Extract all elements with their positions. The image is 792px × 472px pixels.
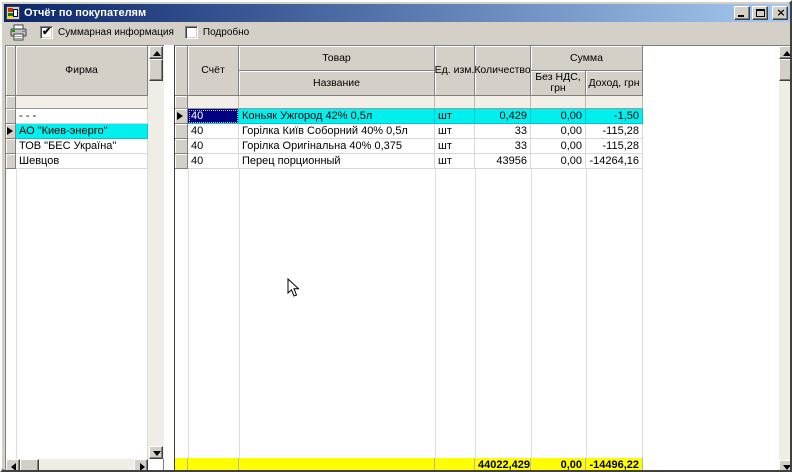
total-no-vat: 0,00 xyxy=(531,458,586,470)
filter-cell[interactable] xyxy=(475,96,531,109)
filter-cell[interactable] xyxy=(531,96,586,109)
total-quantity: 44022,429 xyxy=(475,458,531,470)
scroll-up-button[interactable] xyxy=(149,46,163,59)
grid-line xyxy=(642,169,643,458)
arrow-right-icon xyxy=(140,463,145,470)
products-vscrollbar[interactable] xyxy=(779,46,790,470)
close-icon: × xyxy=(776,6,786,19)
arrow-down-icon xyxy=(783,465,790,470)
vscroll-thumb[interactable] xyxy=(779,59,790,81)
products-filter-indicator xyxy=(175,96,188,109)
firms-grid: Фирма - - - АО "Киев-энерго" ТОВ "БЕС Ук… xyxy=(5,45,164,470)
firms-vscrollbar[interactable] xyxy=(148,46,164,459)
grid-line xyxy=(147,169,148,459)
maximize-icon xyxy=(756,9,765,17)
grid-line xyxy=(531,169,532,458)
arrow-up-icon xyxy=(153,51,161,56)
summary-info-checkbox[interactable]: ✔ xyxy=(40,26,53,39)
quantity-column-header[interactable]: Количество xyxy=(475,46,531,96)
account-column-header[interactable]: Счёт xyxy=(188,46,239,96)
arrow-down-icon xyxy=(153,451,161,456)
minimize-icon xyxy=(738,15,744,17)
detail-checkbox[interactable] xyxy=(184,26,198,39)
account-cell-focused: 40 xyxy=(188,109,239,124)
print-button[interactable] xyxy=(9,24,29,42)
title-bar[interactable]: Отчёт по покупателям × xyxy=(4,4,790,22)
panel-splitter[interactable] xyxy=(163,45,174,470)
grid-line xyxy=(435,169,436,458)
arrow-left-icon xyxy=(11,463,16,470)
scroll-right-button[interactable] xyxy=(134,459,148,470)
app-icon xyxy=(6,6,20,20)
grid-line xyxy=(188,169,189,458)
close-button[interactable]: × xyxy=(772,6,788,20)
current-row-arrow-icon xyxy=(7,127,13,135)
firms-hscrollbar[interactable] xyxy=(6,459,148,470)
firms-filter-cell[interactable] xyxy=(16,96,148,109)
firms-column-header[interactable]: Фирма xyxy=(16,46,148,96)
no-vat-column-header[interactable]: Без НДС, грн xyxy=(531,71,586,96)
scroll-left-button[interactable] xyxy=(6,459,20,470)
products-grid: Счёт Товар Название Ед. изм. Количество … xyxy=(174,45,790,470)
firms-filter-indicator xyxy=(6,96,16,109)
scroll-up-button[interactable] xyxy=(779,46,790,59)
summary-info-label[interactable]: Суммарная информация xyxy=(58,27,174,38)
printer-icon xyxy=(10,24,27,40)
checkmark-icon: ✔ xyxy=(42,26,52,38)
toolbar: ✔ Суммарная информация Подробно xyxy=(4,22,790,43)
unit-column-header[interactable]: Ед. изм. xyxy=(435,46,475,96)
grid-line xyxy=(239,169,240,458)
products-indicator-header xyxy=(175,46,188,96)
product-column-header[interactable]: Товар xyxy=(239,46,435,71)
current-row-arrow-icon xyxy=(177,112,183,120)
product-name-subheader[interactable]: Название xyxy=(239,71,435,96)
filter-cell[interactable] xyxy=(586,96,643,109)
mouse-cursor xyxy=(287,277,300,301)
firms-indicator-header xyxy=(6,46,16,96)
grid-line xyxy=(475,169,476,458)
window-title: Отчёт по покупателям xyxy=(24,7,147,19)
grid-line xyxy=(586,169,587,458)
filter-cell[interactable] xyxy=(239,96,435,109)
hscroll-thumb[interactable] xyxy=(20,459,39,470)
total-income: -14496,22 xyxy=(586,458,643,470)
vscroll-thumb[interactable] xyxy=(149,59,163,81)
sum-group-header[interactable]: Сумма xyxy=(531,46,643,71)
scroll-down-button[interactable] xyxy=(779,460,790,470)
grid-line xyxy=(16,169,17,459)
income-column-header[interactable]: Доход, грн xyxy=(586,71,643,96)
maximize-button[interactable] xyxy=(752,6,768,20)
scroll-down-button[interactable] xyxy=(149,446,163,459)
arrow-up-icon xyxy=(783,51,790,56)
client-area: Фирма - - - АО "Киев-энерго" ТОВ "БЕС Ук… xyxy=(4,43,790,470)
filter-cell[interactable] xyxy=(188,96,239,109)
detail-label[interactable]: Подробно xyxy=(202,27,250,38)
minimize-button[interactable] xyxy=(734,6,750,20)
filter-cell[interactable] xyxy=(435,96,475,109)
